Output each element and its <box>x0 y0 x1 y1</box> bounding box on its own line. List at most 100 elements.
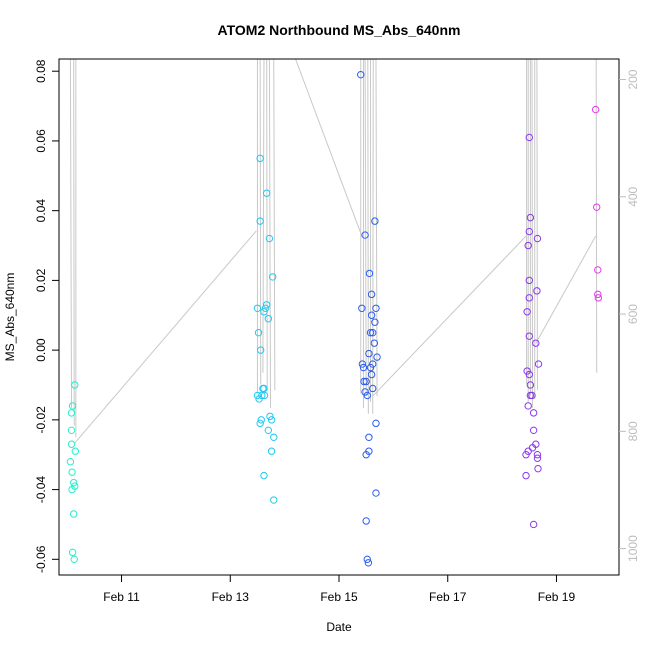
data-point-s3-7 <box>525 294 533 302</box>
profile-line-6 <box>266 58 268 391</box>
data-point-s1-6 <box>253 304 262 312</box>
data-point-s0-6 <box>68 468 76 476</box>
y2-tick-label-0: 200 <box>626 69 640 89</box>
data-point-s2-6 <box>372 304 380 312</box>
chart-title: ATOM2 Northbound MS_Abs_640nm <box>218 22 461 38</box>
profile-connector-4 <box>535 235 597 344</box>
data-point-s2-31 <box>364 559 373 567</box>
data-point-s2-19 <box>360 377 368 386</box>
data-point-s1-8 <box>260 308 268 316</box>
data-point-s3-26 <box>534 464 542 473</box>
data-point-s3-1 <box>526 213 535 222</box>
x-tick-label-1: Feb 13 <box>212 590 250 604</box>
data-point-s2-17 <box>366 363 375 372</box>
data-point-s1-0 <box>256 154 264 163</box>
data-point-s1-3 <box>265 234 274 243</box>
data-point-s0-2 <box>71 381 79 389</box>
x-tick-label-3: Feb 17 <box>429 590 467 604</box>
y-tick-label-2: -0.02 <box>34 406 48 434</box>
data-point-s1-7 <box>261 304 270 312</box>
profile-lines <box>69 58 598 444</box>
data-point-s2-2 <box>371 217 379 225</box>
data-points <box>66 70 603 567</box>
profile-line-22 <box>595 58 598 373</box>
data-point-s2-13 <box>373 353 381 361</box>
data-point-s0-4 <box>67 440 76 448</box>
data-point-s4-2 <box>594 266 602 274</box>
data-point-s2-14 <box>358 360 367 368</box>
data-point-s3-8 <box>523 308 531 316</box>
profile-line-0 <box>69 58 73 408</box>
x-tick-label-0: Feb 11 <box>103 590 140 604</box>
data-point-s2-20 <box>362 377 370 386</box>
data-point-s0-8 <box>69 478 78 487</box>
y-axis-label: MS_Abs_640nm <box>3 273 17 362</box>
data-point-s3-6 <box>533 287 541 295</box>
data-point-s3-2 <box>525 227 533 236</box>
data-point-s1-10 <box>254 328 263 337</box>
y-tick-label-3: 0.00 <box>34 338 48 362</box>
x-tick-label-4: Feb 19 <box>538 590 576 604</box>
data-point-s0-10 <box>68 485 76 494</box>
data-point-s3-24 <box>533 451 542 459</box>
data-point-s3-4 <box>524 241 532 250</box>
data-point-s0-7 <box>71 447 80 455</box>
data-point-s1-9 <box>264 315 273 323</box>
data-point-s1-2 <box>256 217 264 225</box>
data-point-s2-1 <box>361 231 369 239</box>
y-tick-label-0: -0.06 <box>34 545 48 573</box>
data-point-s1-16 <box>253 391 262 400</box>
data-point-s3-11 <box>534 360 543 368</box>
data-point-s0-1 <box>68 402 77 410</box>
y2-tick-label-2: 600 <box>626 304 640 324</box>
data-point-s4-3 <box>594 290 602 299</box>
data-point-s3-17 <box>524 402 532 410</box>
data-point-s2-21 <box>369 384 377 393</box>
data-point-s0-5 <box>66 457 75 466</box>
y2-tick-label-1: 400 <box>626 186 640 206</box>
profile-line-21 <box>536 58 538 391</box>
data-point-s3-28 <box>529 520 538 529</box>
data-point-s4-0 <box>591 105 600 114</box>
data-point-s1-25 <box>260 471 268 480</box>
data-point-s1-23 <box>270 433 278 441</box>
data-point-s0-13 <box>70 555 78 564</box>
data-point-s1-24 <box>267 447 276 455</box>
data-point-s3-13 <box>525 370 533 379</box>
x-tick-label-2: Feb 15 <box>320 590 358 604</box>
y-axis: -0.06 -0.04 -0.02 0.00 0.02 0.04 0.06 0.08 <box>34 59 59 573</box>
data-point-s3-5 <box>525 276 533 285</box>
profile-connector-2 <box>295 58 363 237</box>
data-point-s3-10 <box>532 339 540 347</box>
data-point-s1-18 <box>266 412 274 421</box>
profile-line-1 <box>73 58 75 426</box>
y-tick-label-7: 0.08 <box>34 59 48 83</box>
data-point-s1-5 <box>262 301 271 309</box>
data-point-s1-19 <box>257 416 265 424</box>
y-tick-label-5: 0.04 <box>34 199 48 223</box>
data-point-s0-0 <box>67 409 76 417</box>
data-point-s0-11 <box>69 510 78 518</box>
data-point-s3-3 <box>533 234 542 243</box>
data-point-s2-25 <box>365 433 373 441</box>
data-point-s3-27 <box>522 471 530 480</box>
data-point-s1-15 <box>260 391 269 400</box>
y2-axis: 200 400 600 800 1000 <box>619 69 640 562</box>
data-point-s2-8 <box>371 318 379 326</box>
profile-connector-3 <box>372 235 527 397</box>
y2-tick-label-4: 1000 <box>626 535 640 562</box>
data-point-s1-26 <box>270 496 278 504</box>
data-point-s3-0 <box>525 133 533 142</box>
profile-line-15 <box>375 58 378 397</box>
data-point-s3-25 <box>533 454 542 462</box>
data-point-s1-11 <box>257 346 265 354</box>
data-point-s2-10 <box>369 328 377 337</box>
data-point-s2-3 <box>365 269 374 278</box>
data-point-s2-0 <box>357 70 365 79</box>
data-point-s1-21 <box>256 419 264 428</box>
data-point-s2-9 <box>366 328 375 337</box>
data-point-s2-11 <box>370 339 379 347</box>
data-point-s3-18 <box>529 409 538 417</box>
data-point-s1-22 <box>264 426 273 435</box>
